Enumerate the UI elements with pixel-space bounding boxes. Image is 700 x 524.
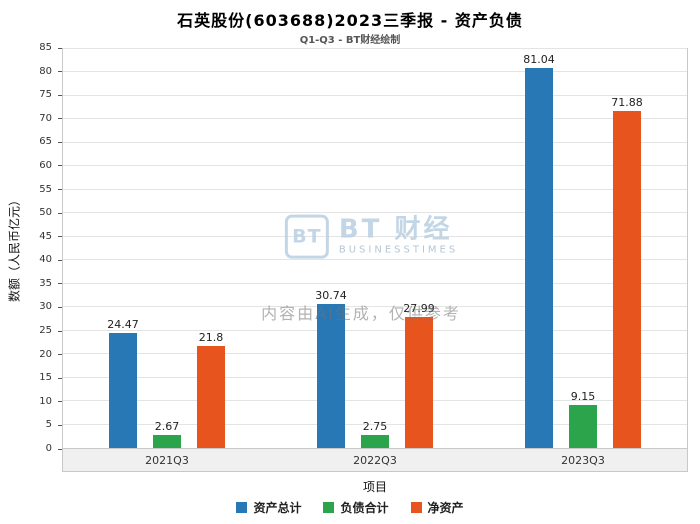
y-tick-mark: [58, 94, 62, 96]
x-axis-label: 项目: [362, 480, 387, 494]
y-tick-label: 80: [39, 65, 52, 77]
gridline: [63, 400, 687, 402]
y-tick-mark: [58, 141, 62, 143]
gridline: [63, 329, 687, 331]
legend-item-负债合计: 负债合计: [323, 499, 389, 516]
y-tick-label: 35: [39, 277, 52, 289]
bar-groups: 24.47 2.67 21.8 30.74 2.75 27.99 81.04 9.15 71.8…: [63, 49, 687, 448]
y-tick-mark: [58, 118, 62, 120]
y-tick-label: 60: [39, 159, 52, 171]
legend-item-净资产: 净资产: [410, 499, 464, 516]
y-tick-label: 15: [39, 372, 52, 384]
y-tick-mark: [58, 377, 62, 379]
legend-item-资产总计: 资产总计: [236, 499, 301, 516]
bar-value-label: 9.15: [570, 390, 596, 404]
bar-负债合计-2021Q3: 2.67: [153, 420, 181, 448]
y-tick-mark: [58, 283, 62, 285]
y-tick-label: 65: [39, 136, 52, 148]
gridline: [63, 141, 687, 143]
gridline: [63, 212, 687, 214]
bar-value-label: 24.47: [107, 318, 139, 332]
gridline: [63, 306, 687, 308]
bar-资产总计-2023Q3: 81.04: [523, 53, 555, 448]
gridline: [63, 118, 687, 120]
legend-swatch-icon: [323, 502, 335, 513]
gridline: [63, 94, 687, 96]
bar-负债合计-2022Q3: 2.75: [361, 420, 389, 448]
gridline: [63, 165, 687, 167]
chart-subtitle: Q1-Q3 - BT财经绘制: [299, 35, 401, 46]
y-axis-ticks: 0 5 10 15 20 25 30 35 40 45 50 55 60 65 70 75 80 85: [4, 42, 62, 454]
y-tick-label: 85: [39, 42, 52, 53]
bar-净资产-2022Q3: 27.99: [403, 302, 435, 448]
y-tick-label: 70: [39, 112, 52, 124]
y-tick-mark: [58, 71, 62, 73]
y-tick-mark: [58, 306, 62, 308]
gridline: [63, 282, 687, 284]
bar-value-label: 2.67: [154, 420, 180, 434]
y-tick-label: 50: [39, 207, 52, 219]
y-tick-label: 30: [39, 301, 52, 313]
legend-label: 净资产: [427, 501, 464, 515]
gridline: [63, 423, 687, 425]
bar-资产总计-2021Q3: 24.47: [107, 318, 139, 448]
y-tick-label: 55: [39, 183, 52, 195]
legend-swatch-icon: [410, 502, 422, 513]
y-tick-label: 75: [39, 89, 52, 101]
gridline: [63, 376, 687, 378]
bar-资产总计-2022Q3: 30.74: [315, 289, 347, 448]
legend-label: 资产总计: [253, 501, 302, 515]
gridline: [63, 48, 687, 49]
gridline: [63, 71, 687, 73]
y-tick-mark: [58, 165, 62, 167]
y-tick-mark: [58, 212, 62, 214]
plot-area: 24.47 2.67 21.8 30.74 2.75 27.99 81.04 9.15 71.8…: [62, 48, 688, 449]
bar-value-label: 71.88: [611, 95, 643, 109]
legend-label: 负债合计: [340, 501, 389, 515]
bar-group-2023Q3: 81.04 9.15 71.88: [479, 49, 687, 448]
gridline: [63, 188, 687, 190]
legend-swatch-icon: [236, 502, 248, 513]
y-tick-mark: [58, 354, 62, 356]
chart-title: 石英股份(603688)2023三季报 - 资产负债: [177, 11, 523, 30]
y-tick-mark: [58, 401, 62, 403]
y-tick-mark: [58, 448, 62, 450]
y-tick-mark: [58, 259, 62, 261]
y-tick-mark: [58, 424, 62, 426]
y-tick-label: 20: [39, 348, 52, 360]
bar-净资产-2021Q3: 21.8: [197, 331, 225, 448]
y-tick-mark: [58, 47, 62, 49]
bar-value-label: 81.04: [523, 52, 555, 66]
y-tick-label: 10: [39, 395, 52, 407]
gridline: [63, 235, 687, 237]
x-category-label: 2021Q3: [145, 453, 189, 467]
bar-group-2022Q3: 30.74 2.75 27.99: [271, 49, 479, 448]
y-tick-label: 0: [45, 443, 52, 454]
bar-value-label: 27.99: [403, 301, 435, 315]
y-tick-label: 5: [45, 419, 52, 431]
bar-value-label: 21.8: [198, 330, 224, 344]
y-tick-label: 25: [39, 325, 52, 337]
x-category-label: 2023Q3: [561, 453, 605, 467]
legend: 资产总计 负债合计 净资产: [0, 499, 700, 516]
x-axis-category-strip: 2021Q3 2022Q3 2023Q3: [62, 449, 688, 472]
bar-value-label: 30.74: [315, 288, 347, 302]
bar-group-2021Q3: 24.47 2.67 21.8: [63, 49, 271, 448]
y-tick-mark: [58, 189, 62, 191]
x-category-label: 2022Q3: [353, 453, 397, 467]
y-tick-label: 45: [39, 230, 52, 242]
gridline: [63, 353, 687, 355]
y-tick-label: 40: [39, 254, 52, 266]
y-tick-mark: [58, 330, 62, 332]
y-tick-mark: [58, 236, 62, 238]
gridline: [63, 259, 687, 261]
bar-value-label: 2.75: [362, 420, 388, 434]
bar-净资产-2023Q3: 71.88: [611, 96, 643, 448]
bar-负债合计-2023Q3: 9.15: [569, 390, 597, 448]
